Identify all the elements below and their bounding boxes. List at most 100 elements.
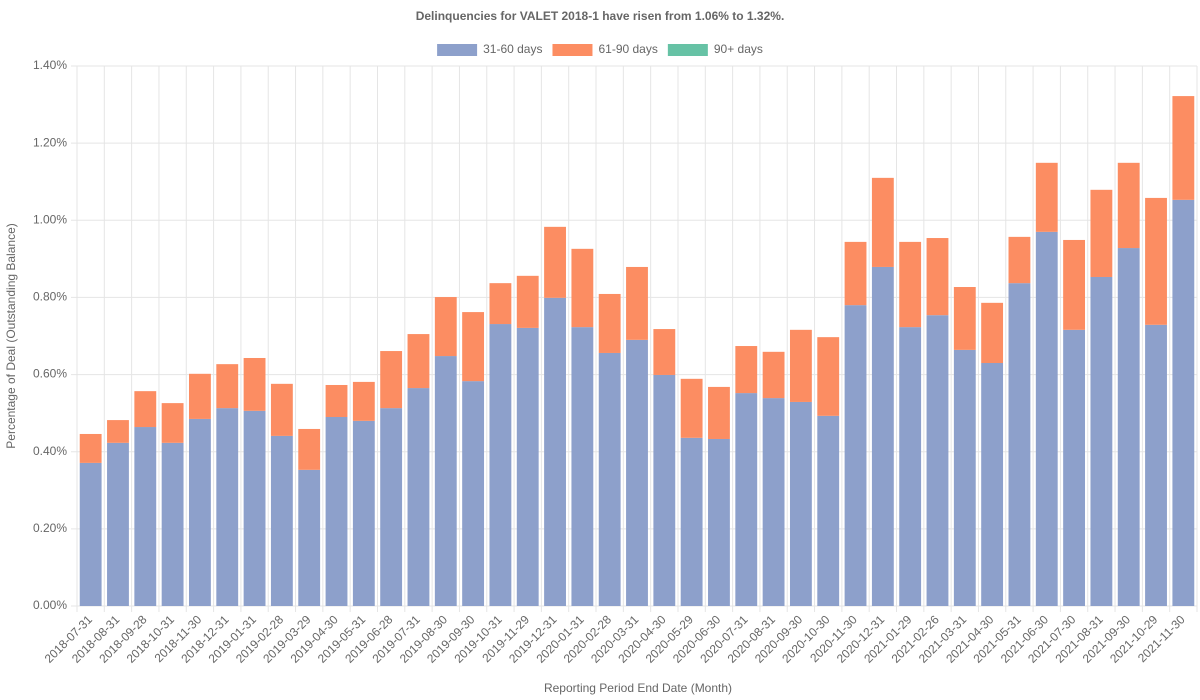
bar-segment bbox=[1008, 283, 1031, 606]
bar-segment bbox=[817, 415, 840, 606]
bar-segment bbox=[270, 435, 293, 606]
x-axis-title: Reporting Period End Date (Month) bbox=[544, 681, 732, 695]
bar-segment bbox=[953, 349, 976, 606]
bar-segment bbox=[735, 393, 758, 606]
y-tick-label: 1.40% bbox=[33, 58, 67, 72]
bar-segment bbox=[325, 384, 348, 417]
bar-segment bbox=[735, 346, 758, 394]
bar-segment bbox=[926, 315, 949, 606]
y-tick-label: 1.20% bbox=[33, 135, 67, 149]
bar-segment bbox=[407, 334, 430, 389]
y-tick-label: 0.60% bbox=[33, 367, 67, 381]
legend-label: 61-90 days bbox=[598, 42, 657, 56]
bar-segment bbox=[1145, 197, 1167, 325]
bar-segment bbox=[626, 339, 648, 606]
bar-segment bbox=[161, 403, 184, 443]
legend-label: 31-60 days bbox=[483, 42, 542, 56]
bar-segment bbox=[434, 356, 457, 606]
bar-segment bbox=[708, 386, 730, 439]
bar-segment bbox=[352, 420, 375, 606]
bar-segment bbox=[571, 248, 594, 328]
bar-segment bbox=[981, 363, 1004, 606]
bar-segment bbox=[462, 312, 485, 382]
bar-segment bbox=[1117, 162, 1140, 249]
chart-title: Delinquencies for VALET 2018-1 have rise… bbox=[416, 9, 785, 23]
bar-segment bbox=[134, 427, 157, 606]
legend-swatch bbox=[667, 44, 708, 56]
bar-segment bbox=[544, 226, 566, 298]
bar-segment bbox=[653, 329, 676, 375]
bar-segment bbox=[1117, 248, 1140, 607]
bar-segment bbox=[325, 417, 348, 606]
bar-segment bbox=[380, 408, 403, 606]
bar-segment bbox=[1090, 189, 1113, 277]
bar-segment bbox=[1172, 96, 1195, 200]
bar-segment bbox=[1172, 199, 1195, 607]
bar-segment bbox=[243, 357, 266, 411]
bar-segment bbox=[544, 297, 566, 606]
bar-segment bbox=[134, 391, 157, 428]
bar-segment bbox=[1035, 231, 1058, 606]
bar-segment bbox=[571, 327, 594, 606]
bar-segment bbox=[899, 241, 922, 328]
bar-segment bbox=[298, 428, 321, 470]
bar-segment bbox=[817, 337, 840, 416]
y-tick-label: 0.40% bbox=[33, 444, 67, 458]
bar-segment bbox=[708, 438, 730, 606]
bar-segment bbox=[489, 283, 512, 325]
bar-segment bbox=[107, 442, 129, 606]
bar-segment bbox=[516, 275, 539, 328]
bar-segment bbox=[298, 469, 321, 606]
bar-segment bbox=[789, 401, 812, 606]
bar-segment bbox=[516, 327, 539, 606]
bar-segment bbox=[79, 433, 102, 463]
bar-segment bbox=[216, 408, 239, 606]
bar-segment bbox=[1090, 276, 1113, 606]
bar-segment bbox=[926, 238, 949, 316]
bar-segment bbox=[1035, 162, 1058, 232]
bar-segment bbox=[79, 462, 102, 606]
bar-segment bbox=[216, 364, 239, 409]
bar-segment bbox=[762, 398, 785, 606]
bar-segment bbox=[1008, 236, 1031, 284]
bar-segment bbox=[680, 378, 703, 438]
bar-segment bbox=[871, 266, 894, 606]
y-axis-title: Percentage of Deal (Outstanding Balance) bbox=[4, 223, 18, 448]
y-tick-label: 0.00% bbox=[33, 598, 67, 612]
legend-label: 90+ days bbox=[714, 42, 763, 56]
bar-segment bbox=[380, 351, 403, 409]
bar-segment bbox=[107, 420, 129, 443]
bar-segment bbox=[844, 305, 867, 606]
bar-segment bbox=[871, 177, 894, 267]
bar-segment bbox=[789, 329, 812, 402]
bar-segment bbox=[626, 266, 648, 340]
bar-segment bbox=[407, 388, 430, 606]
bar-segment bbox=[270, 383, 293, 436]
bar-segment bbox=[189, 418, 211, 606]
bar-segment bbox=[762, 351, 785, 399]
bar-segment bbox=[352, 381, 375, 421]
bar-segment bbox=[981, 302, 1004, 363]
bar-segment bbox=[1063, 239, 1085, 330]
y-tick-label: 1.00% bbox=[33, 212, 67, 226]
bar-segment bbox=[1063, 329, 1085, 606]
bar-segment bbox=[434, 297, 457, 357]
bar-segment bbox=[161, 442, 184, 606]
bar-segment bbox=[243, 410, 266, 606]
bar-segment bbox=[598, 293, 621, 353]
bar-segment bbox=[489, 324, 512, 606]
bar-segment bbox=[899, 327, 922, 606]
legend-swatch bbox=[552, 44, 593, 56]
bar-segment bbox=[189, 373, 211, 419]
bar-segment bbox=[598, 352, 621, 606]
legend-swatch bbox=[437, 44, 478, 56]
bar-segment bbox=[844, 241, 867, 306]
bar-segment bbox=[680, 437, 703, 606]
bar-segment bbox=[953, 287, 976, 350]
y-tick-label: 0.80% bbox=[33, 290, 67, 304]
bar-segment bbox=[462, 381, 485, 606]
bar-segment bbox=[1145, 324, 1167, 606]
y-tick-label: 0.20% bbox=[33, 521, 67, 535]
